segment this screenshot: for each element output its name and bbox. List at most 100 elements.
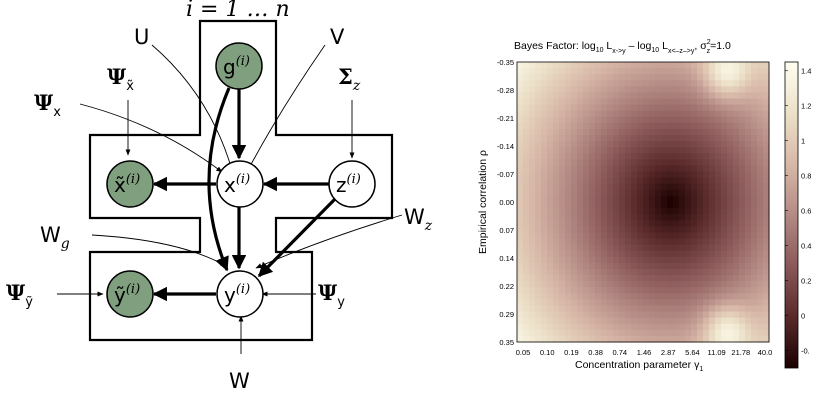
heatmap-cell	[613, 268, 620, 276]
heatmap-cell	[661, 80, 668, 87]
heatmap-cell	[685, 165, 692, 173]
heatmap-cell	[631, 92, 638, 100]
heatmap-cell	[607, 244, 614, 252]
heatmap-cell	[571, 244, 578, 252]
heatmap-cell	[751, 262, 758, 270]
heatmap-cell	[589, 232, 596, 240]
heatmap-cell	[751, 238, 758, 246]
heatmap-cell	[571, 275, 578, 282]
heatmap-cell	[679, 287, 686, 294]
heatmap-cell	[595, 68, 602, 75]
heatmap-cell	[583, 220, 590, 227]
heatmap-cell	[763, 335, 770, 343]
heatmap-cell	[649, 141, 656, 148]
heatmap-cell	[661, 323, 668, 331]
heatmap-cell	[721, 317, 728, 325]
heatmap-cell	[523, 287, 530, 294]
heatmap-cell	[595, 159, 602, 167]
heatmap-cell	[649, 305, 656, 313]
heatmap-cell	[691, 323, 698, 331]
heatmap-cell	[709, 74, 716, 81]
heatmap-cell	[517, 153, 524, 160]
heatmap-cell	[595, 226, 602, 234]
heatmap-cell	[571, 329, 578, 337]
heatmap-cell	[535, 262, 542, 270]
heatmap-cell	[631, 74, 638, 81]
heatmap-cell	[733, 153, 740, 160]
heatmap-cell	[595, 262, 602, 270]
heatmap-cell	[661, 147, 668, 154]
heatmap-cell	[517, 250, 524, 258]
heatmap-cell	[631, 335, 638, 343]
heatmap-cell	[667, 208, 674, 215]
heatmap-cell	[751, 80, 758, 87]
heatmap-cell	[763, 177, 770, 185]
heatmap-cell	[637, 122, 644, 130]
heatmap-cell	[703, 202, 710, 209]
heatmap-cell	[649, 250, 656, 258]
heatmap-cell	[763, 189, 770, 197]
heatmap-cell	[601, 287, 608, 294]
heatmap-cell	[535, 62, 542, 69]
heatmap-cell	[685, 299, 692, 307]
heatmap-cell	[595, 250, 602, 258]
heatmap-cell	[703, 177, 710, 185]
heatmap-cells	[517, 62, 770, 343]
heatmap-cell	[547, 104, 554, 112]
heatmap-cell	[625, 141, 632, 148]
heatmap-cell	[655, 116, 662, 124]
heatmap-cell	[643, 281, 650, 288]
heatmap-cell	[637, 208, 644, 215]
heatmap-cell	[553, 110, 560, 118]
heatmap-cell	[703, 171, 710, 179]
heatmap-cell	[577, 92, 584, 100]
heatmap-cell	[697, 141, 704, 148]
heatmap-cell	[607, 323, 614, 331]
heatmap-cell	[595, 153, 602, 160]
heatmap-cell	[535, 232, 542, 240]
heatmap-cell	[643, 311, 650, 319]
heatmap-cell	[529, 317, 536, 325]
heatmap-cell	[673, 317, 680, 325]
heatmap-cell	[685, 232, 692, 240]
heatmap-cell	[547, 208, 554, 215]
heatmap-cell	[685, 202, 692, 209]
heatmap-cell	[601, 214, 608, 221]
heatmap-cell	[571, 293, 578, 300]
heatmap-cell	[757, 202, 764, 209]
heatmap-cell	[553, 214, 560, 221]
heatmap-cell	[517, 262, 524, 270]
heatmap-title-prefix: Bayes Factor: log	[514, 40, 596, 52]
heatmap-cell	[571, 268, 578, 276]
heatmap-cell	[583, 171, 590, 179]
heatmap-cell	[541, 153, 548, 160]
heatmap-cell	[607, 92, 614, 100]
heatmap-cell	[535, 214, 542, 221]
heatmap-cell	[565, 104, 572, 112]
heatmap-cell	[589, 262, 596, 270]
heatmap-cell	[559, 74, 566, 81]
heatmap-cell	[613, 287, 620, 294]
heatmap-cell	[667, 244, 674, 252]
heatmap-cell	[631, 159, 638, 167]
heatmap-cell	[529, 98, 536, 106]
heatmap-cell	[715, 323, 722, 331]
heatmap-cell	[619, 116, 626, 124]
heatmap-cell	[673, 238, 680, 246]
heatmap-cell	[655, 165, 662, 173]
heatmap-cell	[523, 305, 530, 313]
heatmap-cell	[643, 262, 650, 270]
heatmap-cell	[661, 177, 668, 185]
heatmap-cell	[625, 92, 632, 100]
heatmap-cell	[631, 62, 638, 69]
heatmap-cell	[691, 128, 698, 136]
heatmap-cell	[697, 135, 704, 142]
heatmap-cell	[709, 232, 716, 240]
heatmap-cell	[631, 220, 638, 227]
heatmap-cell	[595, 135, 602, 142]
heatmap-cell	[571, 74, 578, 81]
heatmap-cell	[583, 275, 590, 282]
heatmap-cell	[643, 177, 650, 185]
heatmap-cell	[739, 250, 746, 258]
heatmap-cell	[727, 287, 734, 294]
